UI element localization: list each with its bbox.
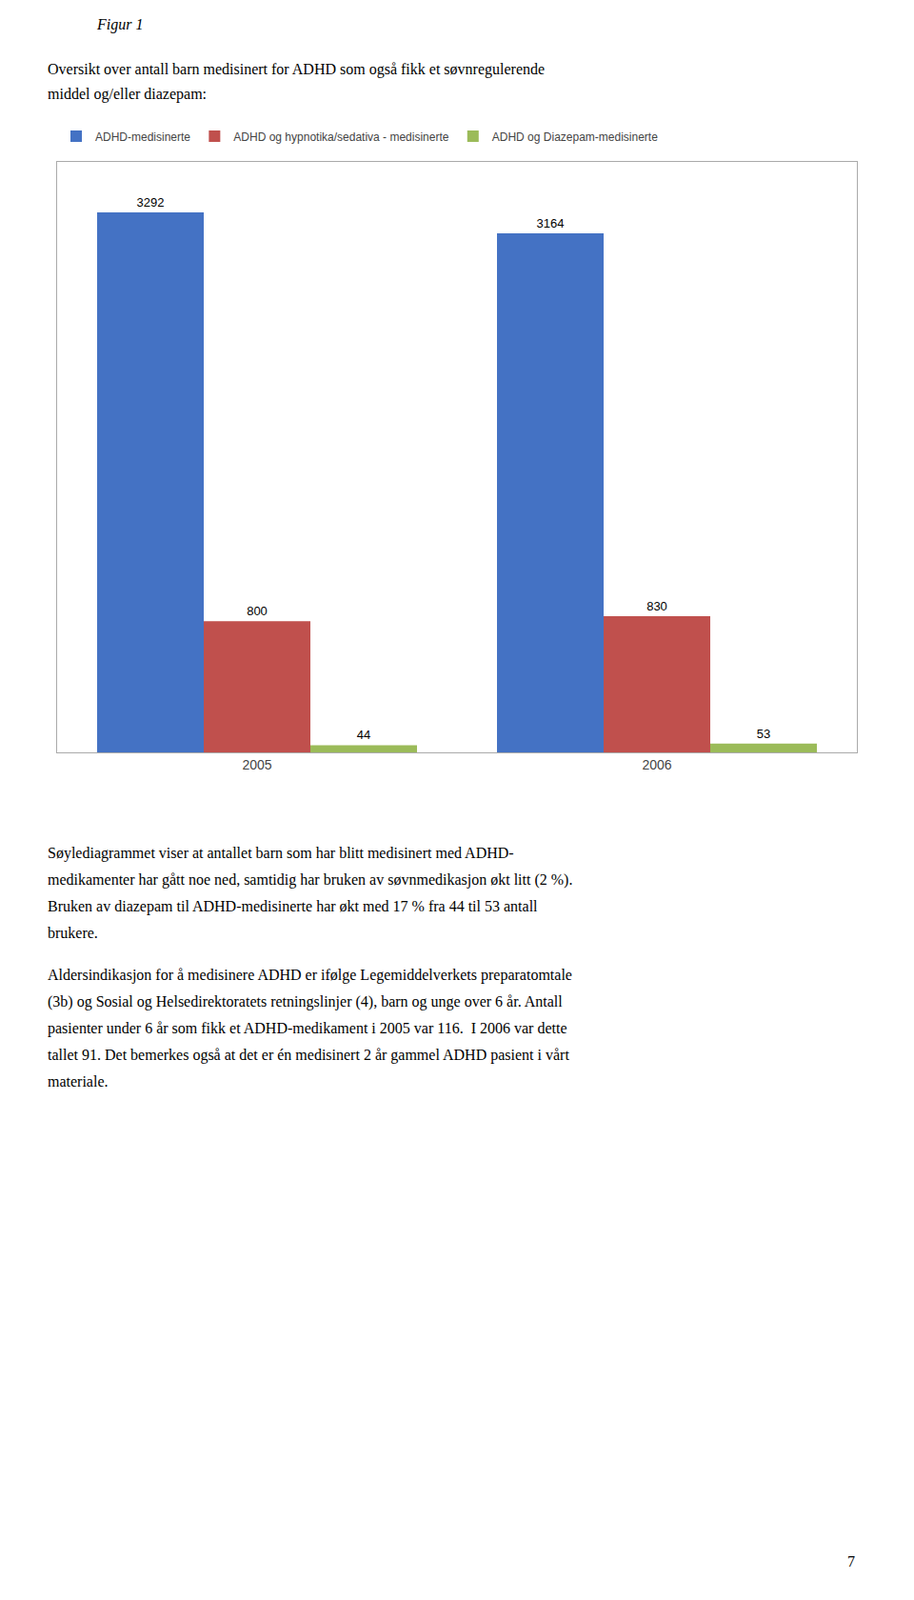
- svg-text:Figur 1: Figur 1: [96, 16, 143, 34]
- svg-text:ADHD og hypnotika/sedativa - m: ADHD og hypnotika/sedativa - medisinerte: [233, 130, 449, 144]
- svg-text:middel og/eller diazepam:: middel og/eller diazepam:: [47, 85, 207, 103]
- svg-text:830: 830: [646, 598, 668, 614]
- svg-text:2005: 2005: [241, 756, 272, 773]
- svg-text:7: 7: [847, 1552, 855, 1570]
- svg-text:ADHD-medisinerte: ADHD-medisinerte: [95, 130, 191, 144]
- svg-text:brukere.: brukere.: [47, 924, 99, 941]
- svg-text:53: 53: [756, 726, 771, 741]
- svg-text:medikamenter har gått noe ned,: medikamenter har gått noe ned, samtidig …: [47, 871, 573, 889]
- svg-text:44: 44: [357, 727, 371, 742]
- svg-text:(3b) og Sosial og Helsedirekto: (3b) og Sosial og Helsedirektoratets ret…: [47, 993, 563, 1011]
- svg-text:materiale.: materiale.: [47, 1072, 109, 1090]
- svg-text:3292: 3292: [137, 195, 165, 210]
- svg-text:pasienter under 6 år som fikk: pasienter under 6 år som fikk et ADHD-me…: [47, 1019, 567, 1037]
- svg-text:Oversikt over antall barn medi: Oversikt over antall barn medisinert for…: [47, 60, 545, 79]
- svg-text:Bruken av diazepam til ADHD-me: Bruken av diazepam til ADHD-medisinerte …: [47, 897, 538, 915]
- svg-text:Aldersindikasjon for å medisin: Aldersindikasjon for å medisinere ADHD e…: [47, 966, 573, 984]
- svg-text:3164: 3164: [536, 216, 565, 231]
- svg-text:ADHD og Diazepam-medisinerte: ADHD og Diazepam-medisinerte: [492, 130, 658, 144]
- svg-text:800: 800: [246, 603, 268, 618]
- svg-text:2006: 2006: [641, 756, 672, 773]
- svg-text:Søylediagrammet viser at antal: Søylediagrammet viser at antallet barn s…: [47, 844, 515, 862]
- svg-text:tallet 91. Det bemerkes også a: tallet 91. Det bemerkes også at det er é…: [47, 1046, 570, 1064]
